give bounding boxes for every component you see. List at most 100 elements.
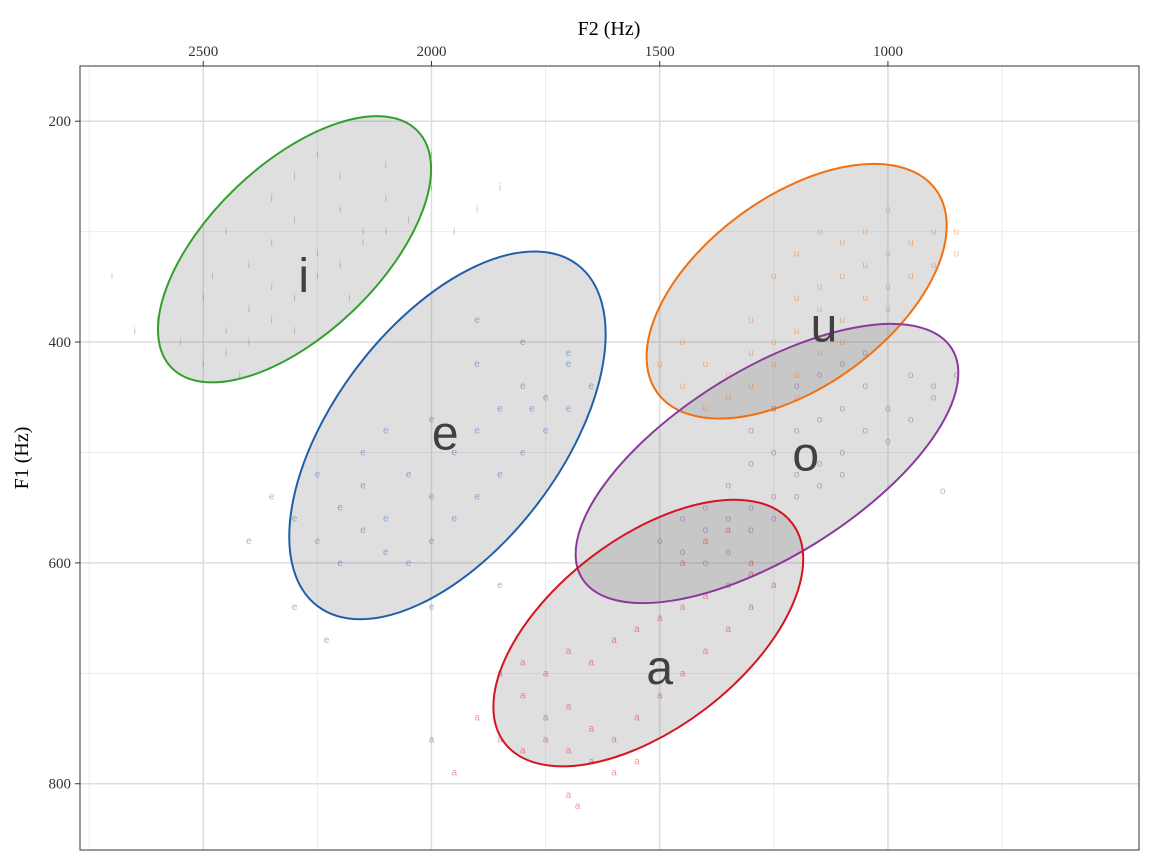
data-point-i: i — [271, 282, 273, 293]
data-point-i: i — [339, 171, 341, 182]
data-point-e: e — [269, 492, 275, 503]
x-tick-label: 2500 — [188, 44, 218, 60]
data-point-i: i — [362, 227, 364, 238]
data-point-a: a — [657, 613, 663, 624]
data-point-i: i — [293, 216, 295, 227]
data-point-a: a — [657, 690, 663, 701]
data-point-o: o — [794, 470, 800, 481]
data-point-e: e — [474, 492, 480, 503]
data-point-e: e — [497, 470, 503, 481]
data-point-a: a — [771, 580, 777, 591]
data-point-e: e — [429, 414, 435, 425]
data-point-o: o — [840, 447, 846, 458]
data-point-o: o — [817, 414, 823, 425]
data-point-i: i — [453, 227, 455, 238]
ellipse-fill-e — [289, 251, 606, 620]
data-point-a: a — [520, 746, 526, 757]
vowel-label-e: e — [432, 408, 459, 461]
data-point-a: a — [566, 746, 572, 757]
data-point-i: i — [248, 260, 250, 271]
data-point-u: u — [748, 381, 754, 392]
data-point-u: u — [862, 227, 868, 238]
data-point-o: o — [771, 514, 777, 525]
data-point-e: e — [543, 392, 549, 403]
data-point-o: o — [862, 381, 868, 392]
data-point-a: a — [748, 602, 754, 613]
data-point-i: i — [339, 260, 341, 271]
data-point-u: u — [862, 260, 868, 271]
ellipse-outline-o — [574, 322, 960, 605]
plot-border — [79, 65, 1140, 851]
data-point-i: i — [293, 171, 295, 182]
data-point-i: i — [248, 337, 250, 348]
data-point-i: i — [408, 216, 410, 227]
data-point-e: e — [406, 470, 412, 481]
data-point-u: u — [748, 348, 754, 359]
data-point-o: o — [817, 370, 823, 381]
data-point-e: e — [383, 547, 389, 558]
data-point-u: u — [725, 370, 731, 381]
y-tick-label: 600 — [49, 556, 72, 572]
data-point-e: e — [429, 492, 435, 503]
data-point-a: a — [748, 558, 754, 569]
data-point-e: e — [520, 337, 526, 348]
data-point-a: a — [634, 712, 640, 723]
data-point-e: e — [452, 447, 458, 458]
data-point-u: u — [908, 238, 914, 249]
data-point-u: u — [794, 370, 800, 381]
data-point-i: i — [211, 271, 213, 282]
data-point-i: i — [316, 271, 318, 282]
data-point-e: e — [520, 447, 526, 458]
vowel-label-o: o — [792, 429, 819, 482]
ellipse-outlines — [157, 115, 960, 768]
y-axis-ticks: 200 400 600 800 — [49, 114, 80, 793]
data-point-o: o — [840, 403, 846, 414]
data-point-i: i — [430, 182, 432, 193]
vowel-label-a: a — [646, 642, 673, 695]
data-point-a: a — [680, 668, 686, 679]
data-point-i: i — [293, 293, 295, 304]
data-point-a: a — [680, 558, 686, 569]
data-point-e: e — [429, 536, 435, 547]
data-point-o: o — [954, 370, 960, 381]
data-point-i: i — [362, 238, 364, 249]
data-point-a: a — [474, 712, 480, 723]
data-point-o: o — [931, 392, 937, 403]
data-point-e: e — [337, 558, 343, 569]
data-point-o: o — [862, 425, 868, 436]
data-point-i: i — [430, 149, 432, 160]
data-point-u: u — [703, 403, 709, 414]
data-point-e: e — [566, 348, 572, 359]
data-point-o: o — [908, 370, 914, 381]
data-point-i: i — [385, 160, 387, 171]
data-point-a: a — [748, 569, 754, 580]
data-point-e: e — [337, 503, 343, 514]
data-point-u: u — [862, 293, 868, 304]
data-point-i: i — [248, 304, 250, 315]
data-point-i: i — [348, 293, 350, 304]
vowel-label-u: u — [811, 299, 838, 352]
data-point-a: a — [611, 768, 617, 779]
data-point-e: e — [497, 403, 503, 414]
data-point-i: i — [293, 326, 295, 337]
data-point-o: o — [817, 459, 823, 470]
data-point-a: a — [543, 735, 549, 746]
data-point-u: u — [680, 337, 686, 348]
ellipse-outline-e — [288, 250, 607, 621]
data-point-i: i — [239, 370, 241, 381]
data-point-i: i — [385, 194, 387, 205]
data-point-i: i — [202, 293, 204, 304]
data-point-o: o — [817, 481, 823, 492]
data-point-u: u — [885, 205, 891, 216]
data-point-e: e — [429, 602, 435, 613]
data-point-e: e — [497, 580, 503, 591]
data-point-o: o — [840, 470, 846, 481]
data-point-o: o — [725, 514, 731, 525]
x-axis-ticks: 2500 2000 1500 1000 — [188, 44, 903, 66]
data-point-i: i — [385, 227, 387, 238]
data-point-u: u — [817, 282, 823, 293]
data-point-u: u — [703, 359, 709, 370]
y-tick-label: 800 — [49, 777, 72, 793]
grid-lines — [80, 66, 1139, 850]
data-point-o: o — [771, 492, 777, 503]
